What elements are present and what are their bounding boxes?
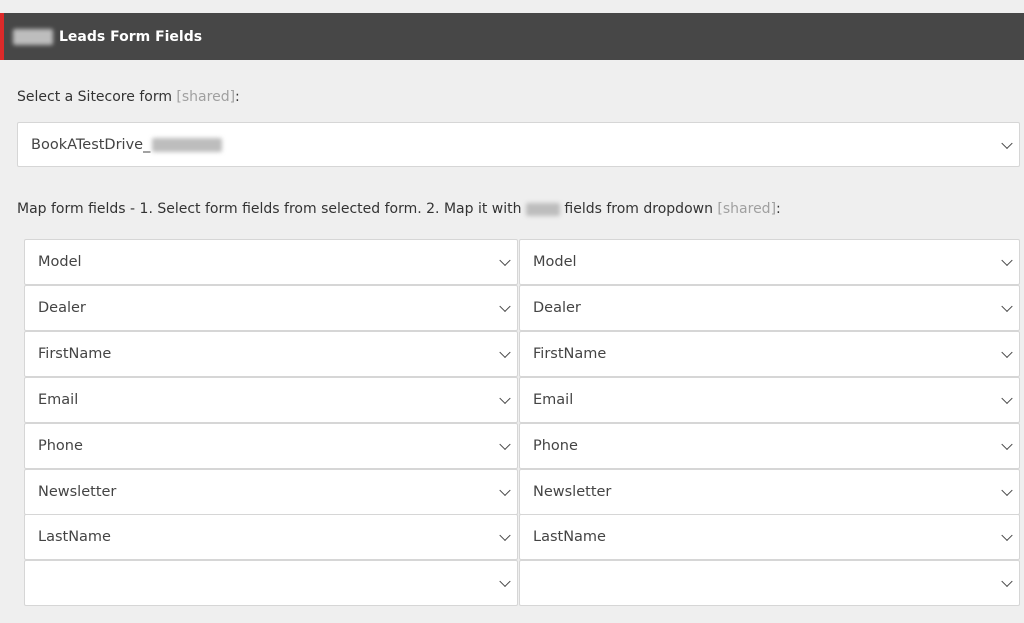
target-field-select[interactable]: Newsletter: [519, 468, 1020, 515]
section-title: Leads Form Fields: [59, 28, 203, 45]
form-field-select[interactable]: LastName: [24, 514, 518, 561]
selected-value: BookATestDrive_: [31, 136, 151, 153]
selected-value: Phone: [533, 437, 578, 454]
selected-value: Phone: [38, 437, 83, 454]
chevron-down-icon: [499, 576, 511, 588]
target-field-select[interactable]: Phone: [519, 422, 1020, 469]
shared-tag: [shared]: [717, 201, 777, 217]
chevron-down-icon: [499, 438, 511, 450]
form-field-select[interactable]: Newsletter: [24, 468, 518, 515]
target-field-select[interactable]: [519, 560, 1020, 607]
target-field-select[interactable]: LastName: [519, 514, 1020, 561]
chevron-down-icon: [1001, 137, 1013, 149]
selected-value: FirstName: [533, 345, 607, 362]
chevron-down-icon: [1001, 254, 1013, 267]
chevron-down-icon: [499, 300, 511, 312]
redacted-text: [152, 137, 223, 152]
label-text: Map form fields - 1. Select form fields …: [17, 201, 522, 217]
label-text: fields from dropdown: [564, 201, 713, 217]
selected-value: Model: [533, 254, 577, 270]
redacted-text: [525, 202, 560, 216]
colon: :: [776, 201, 781, 217]
selected-value: FirstName: [38, 345, 112, 362]
form-field-select[interactable]: Phone: [24, 422, 518, 469]
section-header: Leads Form Fields: [0, 13, 1024, 60]
chevron-down-icon: [499, 392, 511, 404]
chevron-down-icon: [1001, 392, 1013, 404]
chevron-down-icon: [499, 346, 511, 358]
mapping-label: Map form fields - 1. Select form fields …: [17, 201, 781, 217]
chevron-down-icon: [1001, 300, 1013, 312]
target-field-select[interactable]: Email: [519, 376, 1020, 423]
chevron-down-icon: [1001, 530, 1013, 542]
chevron-down-icon: [1001, 576, 1013, 588]
form-field-select[interactable]: Model: [24, 239, 518, 285]
target-field-select[interactable]: Dealer: [519, 284, 1020, 331]
selected-value: Email: [533, 391, 574, 408]
selected-value: Newsletter: [533, 483, 612, 500]
selected-value: Model: [38, 254, 82, 270]
selected-value: Newsletter: [38, 483, 117, 500]
target-field-select[interactable]: Model: [519, 239, 1020, 285]
selected-value: LastName: [533, 529, 606, 546]
colon: :: [235, 89, 240, 105]
selected-value: LastName: [38, 529, 111, 546]
chevron-down-icon: [499, 254, 511, 267]
selected-value: Email: [38, 391, 79, 408]
chevron-down-icon: [499, 530, 511, 542]
chevron-down-icon: [1001, 438, 1013, 450]
sitecore-form-select[interactable]: BookATestDrive_: [17, 122, 1020, 167]
chevron-down-icon: [1001, 484, 1013, 496]
label-text: Select a Sitecore form: [17, 89, 172, 105]
form-select-label: Select a Sitecore form [shared]:: [17, 89, 240, 105]
redacted-text: [13, 28, 53, 45]
selected-value: Dealer: [38, 299, 86, 316]
form-field-select[interactable]: [24, 560, 518, 607]
selected-value: Dealer: [533, 299, 581, 316]
chevron-down-icon: [499, 484, 511, 496]
form-field-select[interactable]: Email: [24, 376, 518, 423]
shared-tag: [shared]: [176, 89, 236, 105]
chevron-down-icon: [1001, 346, 1013, 358]
form-field-select[interactable]: Dealer: [24, 284, 518, 331]
target-field-select[interactable]: FirstName: [519, 330, 1020, 377]
form-field-select[interactable]: FirstName: [24, 330, 518, 377]
